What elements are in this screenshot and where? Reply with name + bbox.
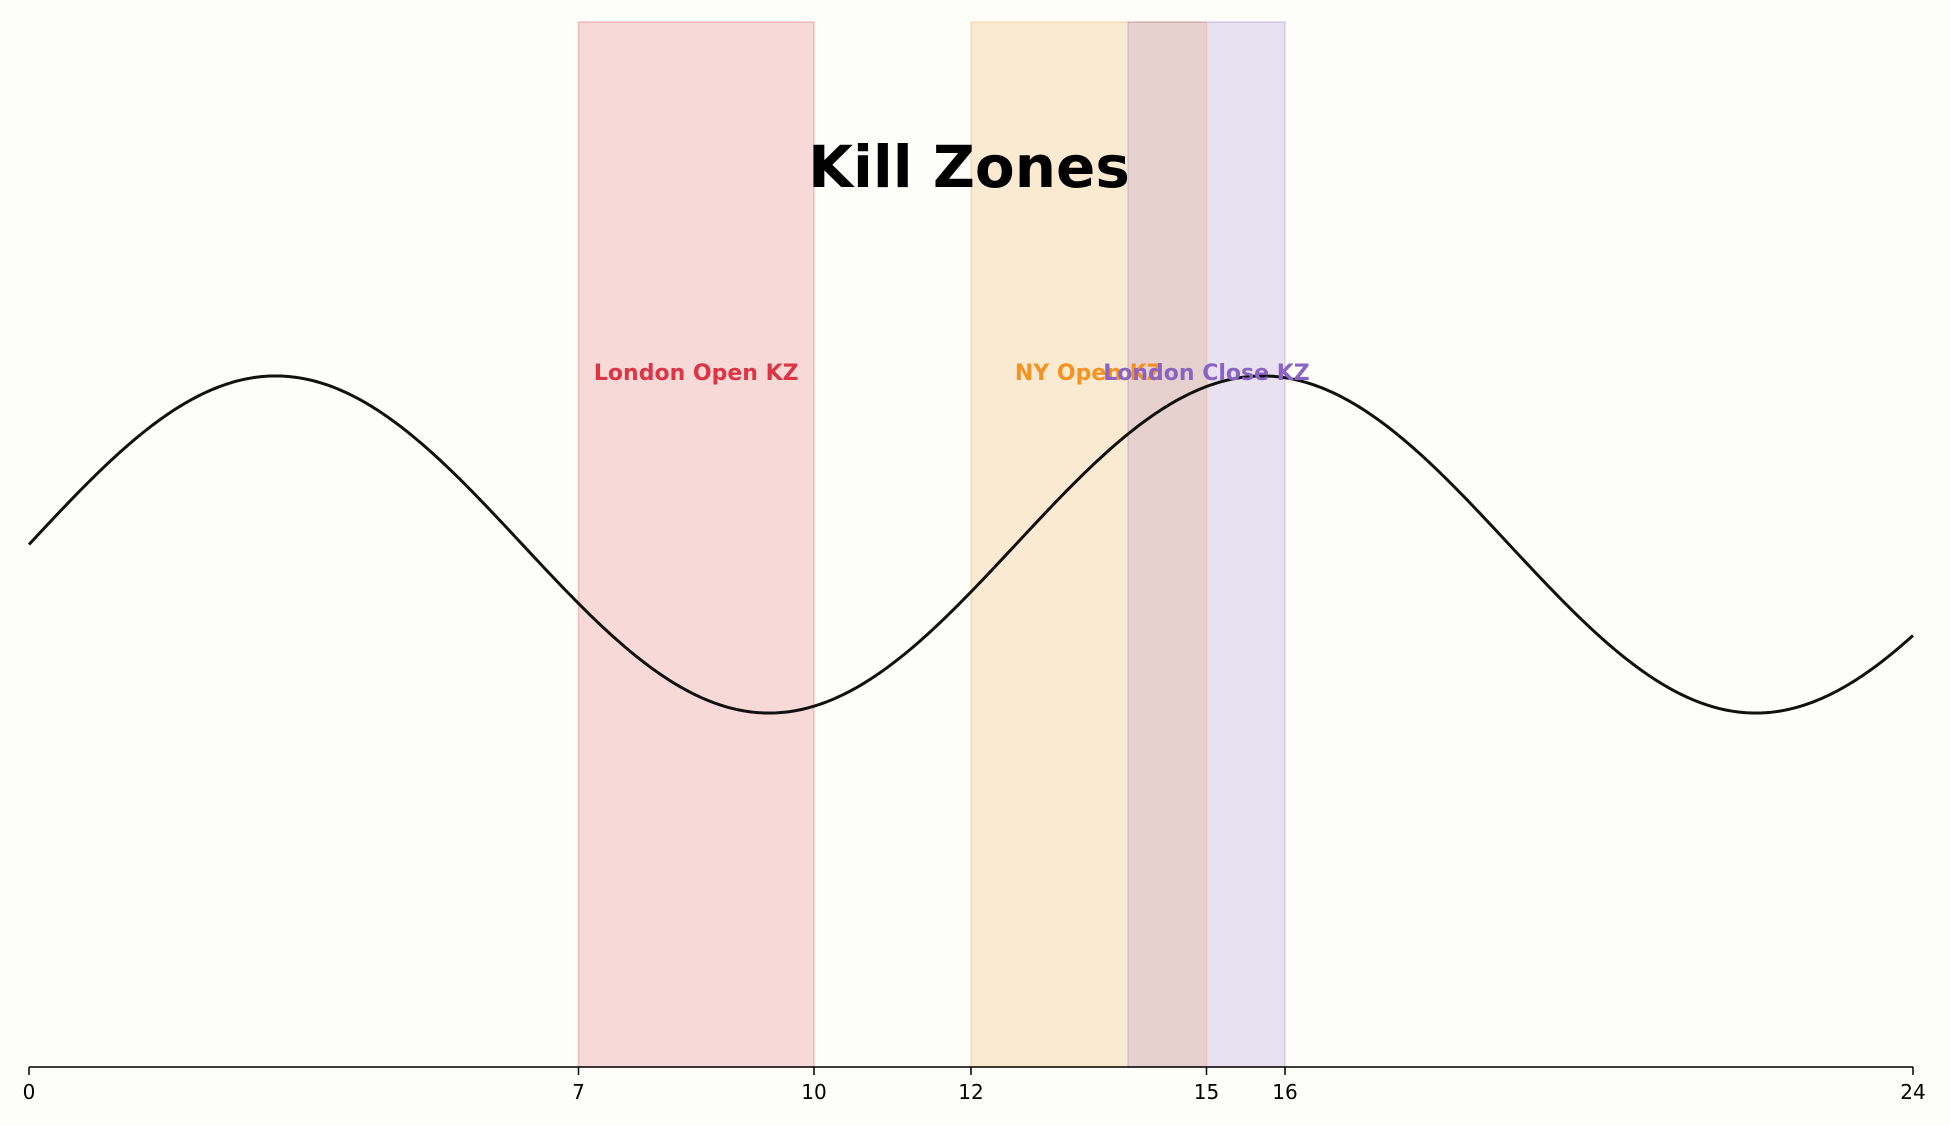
- kill-zone-band-2: [1127, 21, 1286, 1068]
- price-curve-layer: [27, 374, 1915, 715]
- x-tick-label-2: 10: [801, 1080, 826, 1104]
- x-tick-label-4: 15: [1194, 1080, 1219, 1104]
- kill-zone-band-0: [577, 21, 815, 1068]
- price-curve: [27, 374, 1915, 715]
- x-tick-label-3: 12: [958, 1080, 983, 1104]
- x-tick-label-5: 16: [1272, 1080, 1297, 1104]
- x-tick-label-1: 7: [572, 1080, 585, 1104]
- kill-zone-label-0: London Open KZ: [594, 361, 799, 386]
- kill-zone-bands: [577, 21, 1286, 1068]
- kill-zone-label-2: London Close KZ: [1103, 361, 1309, 386]
- x-tick-label-0: 0: [23, 1080, 36, 1104]
- chart-title: Kill Zones: [808, 133, 1130, 201]
- kill-zone-band-1: [970, 21, 1208, 1068]
- kill-zone-label-1: NY Open KZ: [1015, 361, 1163, 386]
- x-axis: 0 7 10 12 15 16 24: [23, 1066, 1926, 1104]
- x-tick-label-6: 24: [1900, 1080, 1925, 1104]
